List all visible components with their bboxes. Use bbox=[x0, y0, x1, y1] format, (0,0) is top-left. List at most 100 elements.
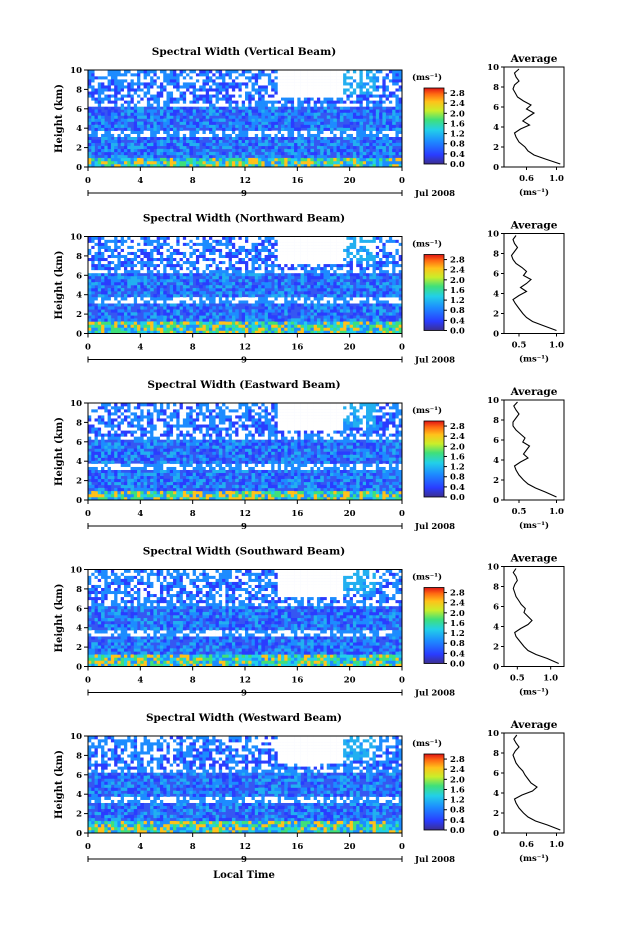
heatmap-cell bbox=[346, 88, 350, 91]
heatmap-cell bbox=[379, 264, 383, 267]
heatmap-cell bbox=[258, 261, 262, 264]
heatmap-cell bbox=[186, 76, 190, 79]
heatmap-cell bbox=[343, 143, 347, 146]
heatmap-cell bbox=[333, 246, 337, 249]
heatmap-cell bbox=[333, 158, 337, 161]
heatmap-cell bbox=[242, 255, 246, 258]
heatmap-cell bbox=[229, 327, 233, 330]
heatmap-cell bbox=[395, 252, 399, 255]
heatmap-cell bbox=[395, 119, 399, 122]
heatmap-cell bbox=[225, 276, 229, 279]
heatmap-cell bbox=[373, 85, 377, 88]
heatmap-cell bbox=[134, 115, 138, 118]
heatmap-cell bbox=[310, 125, 314, 128]
heatmap-cell bbox=[369, 161, 373, 164]
heatmap-cell bbox=[160, 255, 164, 258]
heatmap-cell bbox=[167, 119, 171, 122]
heatmap-cell bbox=[176, 115, 180, 118]
heatmap-cell bbox=[117, 324, 121, 327]
heatmap-cell bbox=[271, 255, 275, 258]
heatmap-cell bbox=[320, 273, 324, 276]
heatmap-cell bbox=[202, 321, 206, 324]
heatmap-cell bbox=[343, 146, 347, 149]
heatmap-cell bbox=[359, 258, 363, 261]
heatmap-cell bbox=[229, 261, 233, 264]
heatmap-cell bbox=[252, 309, 256, 312]
heatmap-cell bbox=[389, 122, 393, 125]
heatmap-cell bbox=[173, 249, 177, 252]
heatmap-cell bbox=[153, 73, 157, 76]
heatmap-cell bbox=[180, 82, 184, 85]
heatmap-cell bbox=[88, 100, 92, 103]
heatmap-cell bbox=[127, 249, 131, 252]
heatmap-cell bbox=[327, 79, 331, 82]
heatmap-cell bbox=[346, 115, 350, 118]
heatmap-cell bbox=[117, 82, 121, 85]
heatmap-cell bbox=[369, 94, 373, 97]
heatmap-cell bbox=[258, 76, 262, 79]
heatmap-cell bbox=[137, 249, 141, 252]
heatmap-cell bbox=[242, 94, 246, 97]
heatmap-cell bbox=[232, 258, 236, 261]
heatmap-cell bbox=[232, 79, 236, 82]
heatmap-cell bbox=[268, 82, 272, 85]
heatmap-cell bbox=[206, 100, 210, 103]
heatmap-cell bbox=[340, 270, 344, 273]
heatmap-cell bbox=[353, 294, 357, 297]
heatmap-cell bbox=[271, 161, 275, 164]
heatmap-cell bbox=[301, 297, 305, 300]
heatmap-cell bbox=[88, 261, 92, 264]
heatmap-cell bbox=[235, 146, 239, 149]
heatmap-cell bbox=[209, 131, 213, 134]
heatmap-cell bbox=[131, 76, 135, 79]
heatmap-cell bbox=[91, 252, 95, 255]
heatmap-cell bbox=[265, 103, 269, 106]
heatmap-cell bbox=[343, 321, 347, 324]
heatmap-cell bbox=[173, 300, 177, 303]
heatmap-cell bbox=[170, 321, 174, 324]
heatmap-cell bbox=[225, 94, 229, 97]
heatmap-cell bbox=[359, 264, 363, 267]
heatmap-cell bbox=[229, 128, 233, 131]
heatmap-cell bbox=[252, 261, 256, 264]
heatmap-cell bbox=[356, 267, 360, 270]
heatmap-cell bbox=[317, 88, 321, 91]
heatmap-cell bbox=[124, 97, 128, 100]
heatmap-cell bbox=[127, 88, 131, 91]
heatmap-cell bbox=[258, 321, 262, 324]
heatmap-cell bbox=[327, 318, 331, 321]
heatmap-cell bbox=[153, 109, 157, 112]
heatmap-cell bbox=[235, 103, 239, 106]
heatmap-cell bbox=[379, 97, 383, 100]
heatmap-cell bbox=[225, 79, 229, 82]
heatmap-cell bbox=[294, 109, 298, 112]
heatmap-cell bbox=[108, 140, 112, 143]
heatmap-cell bbox=[238, 134, 242, 137]
heatmap-cell bbox=[307, 291, 311, 294]
heatmap-cell bbox=[124, 327, 128, 330]
heatmap-cell bbox=[265, 82, 269, 85]
heatmap-cell bbox=[157, 249, 161, 252]
heatmap-cell bbox=[209, 97, 213, 100]
heatmap-cell bbox=[98, 300, 102, 303]
heatmap-cell bbox=[281, 300, 285, 303]
heatmap-cell bbox=[307, 82, 311, 85]
heatmap-cell bbox=[288, 146, 292, 149]
heatmap-cell bbox=[382, 309, 386, 312]
heatmap-cell bbox=[310, 261, 314, 264]
heatmap-cell bbox=[186, 158, 190, 161]
heatmap-cell bbox=[170, 249, 174, 252]
heatmap-cell bbox=[379, 112, 383, 115]
heatmap-cell bbox=[235, 94, 239, 97]
heatmap-cell bbox=[153, 258, 157, 261]
heatmap-cell bbox=[366, 128, 370, 131]
heatmap-cell bbox=[91, 282, 95, 285]
heatmap-cell bbox=[104, 312, 108, 315]
heatmap-cell bbox=[140, 146, 144, 149]
heatmap-cell bbox=[101, 279, 105, 282]
heatmap-cell bbox=[153, 85, 157, 88]
heatmap-cell bbox=[350, 249, 354, 252]
heatmap-cell bbox=[104, 137, 108, 140]
heatmap-cell bbox=[163, 125, 167, 128]
heatmap-cell bbox=[199, 270, 203, 273]
